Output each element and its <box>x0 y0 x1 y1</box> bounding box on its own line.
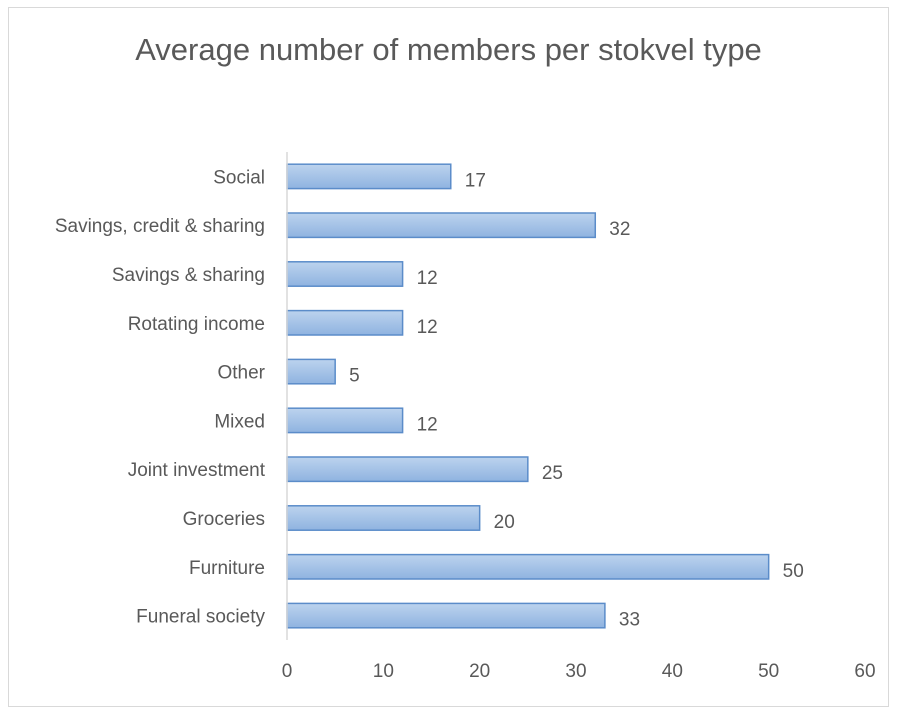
bar-groceries <box>286 505 481 531</box>
chart-title: Average number of members per stokvel ty… <box>0 28 897 71</box>
x-tick-label: 30 <box>565 661 586 682</box>
bar-joint-investment <box>286 456 529 483</box>
data-label: 32 <box>609 219 630 240</box>
bar-funeral-society <box>286 602 606 629</box>
data-label: 12 <box>417 414 438 435</box>
data-label: 50 <box>783 561 804 582</box>
data-label: 33 <box>619 610 640 631</box>
category-label: Social <box>213 167 265 188</box>
axis-layer: 0 10 20 30 40 50 60 <box>282 152 876 682</box>
bar-social <box>286 163 452 190</box>
data-label: 20 <box>494 512 515 533</box>
category-label: Funeral society <box>136 607 265 628</box>
bar-other <box>286 358 336 385</box>
labels-layer: Funeral society 33 Furniture 50 Groceries 20 J… <box>55 167 804 630</box>
bars-layer <box>286 163 770 629</box>
x-tick-label: 40 <box>662 661 683 682</box>
category-label: Furniture <box>189 558 265 579</box>
bar-rotating-income <box>286 309 404 336</box>
data-label: 17 <box>465 170 486 191</box>
category-label: Rotating income <box>128 314 265 335</box>
chart-title-text: Average number of members per stokvel ty… <box>135 32 762 67</box>
x-tick-label: 10 <box>373 661 394 682</box>
data-label: 12 <box>417 268 438 289</box>
bar-mixed <box>286 407 404 434</box>
x-tick-label: 60 <box>854 661 875 682</box>
data-label: 12 <box>417 317 438 338</box>
data-label: 25 <box>542 463 563 484</box>
bar-savings-credit-sharing <box>286 212 597 239</box>
chart-frame <box>8 7 889 707</box>
bar-savings-sharing <box>286 261 404 287</box>
category-label: Mixed <box>214 411 265 432</box>
category-label: Savings & sharing <box>112 265 265 286</box>
category-label: Joint investment <box>128 460 266 481</box>
category-label: Savings, credit & sharing <box>55 216 265 237</box>
x-tick-label: 20 <box>469 661 490 682</box>
category-label: Groceries <box>183 509 265 530</box>
x-tick-label: 50 <box>758 661 779 682</box>
category-label: Other <box>217 363 265 384</box>
bar-furniture <box>286 553 770 580</box>
data-label: 5 <box>349 366 360 387</box>
x-tick-label: 0 <box>282 661 293 682</box>
